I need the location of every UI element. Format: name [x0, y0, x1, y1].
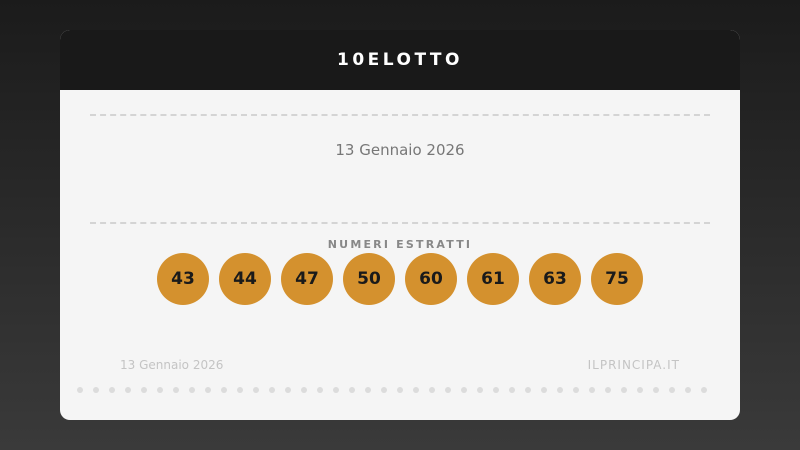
divider [90, 222, 710, 224]
decorative-dot [173, 387, 179, 393]
decorative-dot [653, 387, 659, 393]
decorative-dot [541, 387, 547, 393]
divider [90, 114, 710, 116]
decorative-dot [93, 387, 99, 393]
footer-date: 13 Gennaio 2026 [120, 358, 224, 372]
footer-site: ILPRINCIPA.IT [587, 358, 680, 372]
decorative-dot [509, 387, 515, 393]
decorative-dot [605, 387, 611, 393]
number-ball: 60 [405, 253, 457, 305]
number-ball: 43 [157, 253, 209, 305]
decorative-dot [621, 387, 627, 393]
drawn-numbers: 43 44 47 50 60 61 63 75 [60, 253, 740, 305]
decorative-dot [445, 387, 451, 393]
decorative-dot [525, 387, 531, 393]
number-ball: 47 [281, 253, 333, 305]
decorative-dot [413, 387, 419, 393]
decorative-dot [77, 387, 83, 393]
decorative-dot [237, 387, 243, 393]
decorative-dot [221, 387, 227, 393]
decorative-dot [269, 387, 275, 393]
decorative-dot [461, 387, 467, 393]
decorative-dot [349, 387, 355, 393]
decorative-dot [381, 387, 387, 393]
decorative-dot [429, 387, 435, 393]
decorative-dot [365, 387, 371, 393]
decorative-dot [301, 387, 307, 393]
decorative-dot [317, 387, 323, 393]
lotto-card: 10ELOTTO 13 Gennaio 2026 NUMERI ESTRATTI… [60, 30, 740, 420]
page-title: 10ELOTTO [337, 50, 463, 70]
decorative-dot [205, 387, 211, 393]
dotted-border [77, 387, 707, 393]
decorative-dot [493, 387, 499, 393]
number-ball: 75 [591, 253, 643, 305]
decorative-dot [685, 387, 691, 393]
decorative-dot [125, 387, 131, 393]
decorative-dot [141, 387, 147, 393]
decorative-dot [189, 387, 195, 393]
decorative-dot [285, 387, 291, 393]
decorative-dot [637, 387, 643, 393]
decorative-dot [589, 387, 595, 393]
decorative-dot [477, 387, 483, 393]
number-ball: 63 [529, 253, 581, 305]
number-ball: 61 [467, 253, 519, 305]
decorative-dot [573, 387, 579, 393]
decorative-dot [669, 387, 675, 393]
draw-date: 13 Gennaio 2026 [335, 141, 465, 159]
decorative-dot [253, 387, 259, 393]
card-header: 10ELOTTO [60, 30, 740, 90]
decorative-dot [701, 387, 707, 393]
decorative-dot [157, 387, 163, 393]
decorative-dot [109, 387, 115, 393]
decorative-dot [557, 387, 563, 393]
decorative-dot [333, 387, 339, 393]
number-ball: 50 [343, 253, 395, 305]
numbers-label: NUMERI ESTRATTI [327, 238, 473, 251]
number-ball: 44 [219, 253, 271, 305]
decorative-dot [397, 387, 403, 393]
